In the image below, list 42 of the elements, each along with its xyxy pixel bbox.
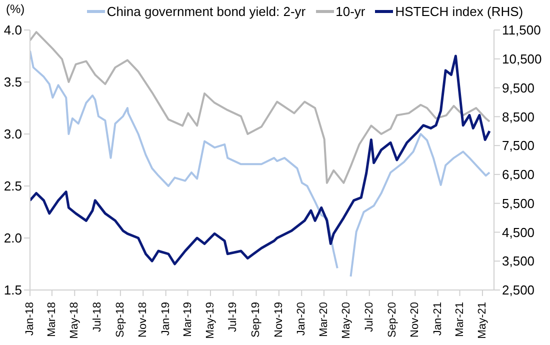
y-axis-title: (%) xyxy=(6,2,25,16)
x-tick-label: Jul-18 xyxy=(91,302,104,332)
x-tick-label: Jul-19 xyxy=(227,302,240,332)
x-tick-label: May-18 xyxy=(68,302,81,339)
x-tick-label: Jan-20 xyxy=(296,302,308,336)
y-tick-label: 3.0 xyxy=(4,126,22,142)
y2-tick-label: 8,500 xyxy=(502,109,535,124)
y2-tick-label: 10,500 xyxy=(502,52,542,67)
x-tick-label: May-19 xyxy=(204,302,216,339)
x-tick-label: Sep-18 xyxy=(114,302,126,338)
x-tick-label: Jan-21 xyxy=(432,302,444,336)
legend-label: 10-yr xyxy=(336,4,366,19)
x-tick-label: Mar-18 xyxy=(46,302,58,337)
y2-tick-label: 6,500 xyxy=(502,167,535,182)
y-tick-label: 3.5 xyxy=(4,74,22,90)
x-tick-label: Jan-18 xyxy=(24,302,36,336)
y2-tick-label: 5,500 xyxy=(502,196,535,211)
y2-tick-label: 11,500 xyxy=(502,22,541,38)
y-tick-label: 2.0 xyxy=(4,230,22,246)
x-tick-label: Mar-21 xyxy=(454,302,466,337)
y2-tick-label: 7,500 xyxy=(502,138,535,154)
y2-tick-label: 9,500 xyxy=(502,80,535,96)
y-tick-label: 4.0 xyxy=(4,22,22,38)
x-tick-label: Sep-19 xyxy=(250,302,262,338)
x-tick-label: Nov-18 xyxy=(137,302,150,338)
y2-tick-label: 3,500 xyxy=(502,254,535,269)
legend-label: HSTECH index (RHS) xyxy=(395,4,524,19)
x-tick-label: Jan-19 xyxy=(160,302,172,336)
y-tick-label: 1.5 xyxy=(4,282,22,298)
line-series xyxy=(30,31,491,184)
x-tick-label: Jul-20 xyxy=(363,302,376,332)
x-tick-label: May-21 xyxy=(476,302,488,339)
x-tick-label: Mar-19 xyxy=(182,302,194,337)
x-tick-label: Nov-19 xyxy=(272,302,285,338)
x-tick-label: May-20 xyxy=(340,302,353,339)
x-tick-label: Mar-20 xyxy=(318,302,330,337)
y-tick-label: 2.5 xyxy=(4,178,22,194)
x-tick-label: Nov-20 xyxy=(409,302,422,338)
y2-tick-label: 4,500 xyxy=(502,224,535,240)
x-tick-label: Sep-20 xyxy=(386,302,398,338)
legend-label: China government bond yield: 2-yr xyxy=(106,4,306,19)
y2-tick-label: 2,500 xyxy=(502,282,535,298)
